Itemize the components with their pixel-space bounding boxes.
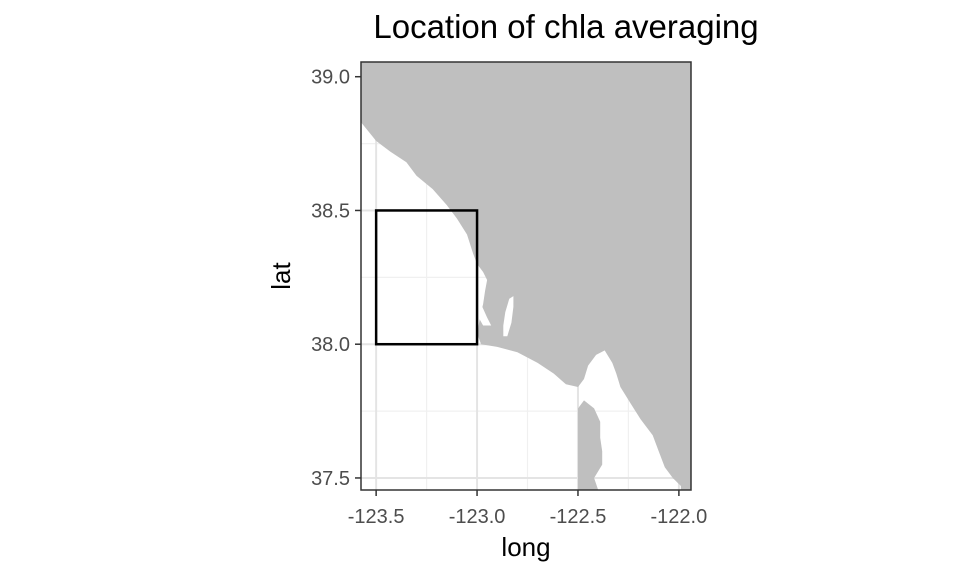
y-tick-label: 37.5 xyxy=(311,468,350,490)
y-axis: 37.5 38.0 38.5 39.0 xyxy=(311,67,361,490)
x-axis-title: long xyxy=(501,532,550,562)
land-polygon xyxy=(361,62,691,490)
x-tick-label: -123.5 xyxy=(348,506,405,528)
averaging-box-layer xyxy=(374,209,479,346)
y-tick-label: 38.5 xyxy=(311,200,350,222)
water-polygon xyxy=(503,296,514,337)
chart-title: Location of chla averaging xyxy=(373,8,758,45)
averaging-box xyxy=(374,209,479,346)
panel-border xyxy=(360,61,692,491)
x-tick-label: -123.0 xyxy=(449,506,506,528)
y-axis-title: lat xyxy=(266,261,296,289)
x-tick-label: -122.0 xyxy=(651,506,708,528)
x-tick-label: -122.5 xyxy=(550,506,607,528)
x-axis: -123.5 -123.0 -122.5 -122.0 xyxy=(348,490,707,528)
y-tick-label: 38.0 xyxy=(311,334,350,356)
y-tick-label: 39.0 xyxy=(311,67,350,89)
